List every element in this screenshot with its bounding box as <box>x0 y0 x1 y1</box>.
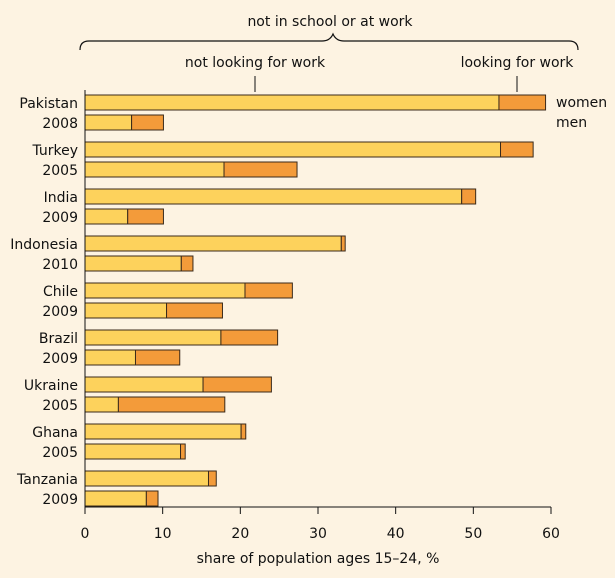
country-label: Ukraine <box>24 378 78 394</box>
year-label: 2009 <box>42 351 78 367</box>
year-label: 2009 <box>42 492 78 508</box>
x-tick-label: 30 <box>309 526 327 542</box>
year-label: 2009 <box>42 304 78 320</box>
not-looking-label: not looking for work <box>185 55 326 71</box>
bar-tanzania-men-not-looking <box>84 490 147 507</box>
x-axis-ticks: 0 10 20 30 40 50 60 <box>81 507 560 542</box>
year-label: 2005 <box>42 163 78 179</box>
bar-turkey-women-not-looking <box>84 141 502 158</box>
looking-label: looking for work <box>461 55 575 71</box>
country-label: India <box>44 190 78 206</box>
bar-ukraine-women-looking <box>202 376 272 393</box>
bar-chile-women-not-looking <box>84 282 246 299</box>
year-label: 2005 <box>42 445 78 461</box>
bar-tanzania-women-looking <box>207 470 217 487</box>
bar-ukraine-women-not-looking <box>84 376 204 393</box>
bar-pakistan-women-not-looking <box>84 94 500 111</box>
bar-indonesia-men-not-looking <box>84 255 182 272</box>
bar-brazil-men-looking <box>134 349 181 366</box>
bar-turkey-men-looking <box>223 161 298 178</box>
men-legend-label: men <box>556 115 587 131</box>
x-axis-title: share of population ages 15–24, % <box>197 551 440 567</box>
bar-turkey-men-not-looking <box>84 161 225 178</box>
header-bracket <box>79 32 579 51</box>
country-label: Turkey <box>31 143 78 159</box>
bar-ghana-women-not-looking <box>84 423 242 440</box>
year-label: 2009 <box>42 210 78 226</box>
x-tick-label: 40 <box>387 526 405 542</box>
bar-turkey-women-looking <box>500 141 534 158</box>
bar-chile-men-looking <box>166 302 223 319</box>
header-label: not in school or at work <box>247 14 413 30</box>
x-tick-label: 20 <box>231 526 249 542</box>
country-labels: Pakistan 2008 Turkey 2005 India 2009 Indonesia… <box>10 96 78 508</box>
bar-pakistan-women-looking <box>498 94 547 111</box>
x-tick-label: 10 <box>154 526 172 542</box>
bar-india-men-not-looking <box>84 208 129 225</box>
bar-ghana-men-looking <box>180 443 186 460</box>
bar-ukraine-men-not-looking <box>84 396 119 413</box>
bar-ghana-men-not-looking <box>84 443 182 460</box>
women-legend-label: women <box>556 95 607 111</box>
bar-pakistan-men-not-looking <box>84 114 133 131</box>
bar-chile-women-looking <box>244 282 293 299</box>
bar-chile-men-not-looking <box>84 302 168 319</box>
x-tick-label: 60 <box>542 526 560 542</box>
bars-layer <box>84 94 547 507</box>
bar-pakistan-men-looking <box>131 114 164 131</box>
year-label: 2005 <box>42 398 78 414</box>
x-tick-label: 0 <box>81 526 90 542</box>
bar-indonesia-men-looking <box>180 255 194 272</box>
bar-brazil-women-not-looking <box>84 329 222 346</box>
bar-indonesia-women-looking <box>340 235 346 252</box>
bar-indonesia-women-not-looking <box>84 235 342 252</box>
country-label: Tanzania <box>16 472 78 488</box>
bar-ghana-women-looking <box>240 423 247 440</box>
country-label: Ghana <box>32 425 78 441</box>
bar-brazil-men-not-looking <box>84 349 136 366</box>
year-label: 2010 <box>42 257 78 273</box>
bar-brazil-women-looking <box>220 329 279 346</box>
bar-tanzania-men-looking <box>145 490 159 507</box>
bar-ukraine-men-looking <box>117 396 226 413</box>
x-tick-label: 50 <box>464 526 482 542</box>
country-label: Brazil <box>39 331 78 347</box>
year-label: 2008 <box>42 116 78 132</box>
bar-india-men-looking <box>127 208 164 225</box>
country-label: Indonesia <box>10 237 78 253</box>
bar-india-women-looking <box>461 188 477 205</box>
country-label: Chile <box>43 284 78 300</box>
bar-tanzania-women-not-looking <box>84 470 209 487</box>
country-label: Pakistan <box>19 96 78 112</box>
bar-india-women-not-looking <box>84 188 463 205</box>
